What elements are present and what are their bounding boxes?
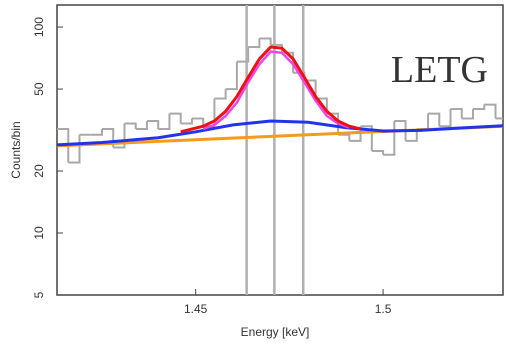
data-bin [360,125,373,152]
y-tick-label: 100 [32,17,46,37]
data-bin [225,61,238,91]
model-line [202,50,350,131]
data-bin [473,104,486,111]
data-bin [461,109,475,120]
data-bin [405,128,418,142]
data-bin [57,127,70,163]
data-bin [158,113,171,130]
data-bin [146,119,160,129]
y-tick-label: 10 [32,226,46,240]
data-bin [259,37,272,45]
annotation: LETG [391,49,488,91]
data-bin [135,120,148,130]
model-line [180,45,361,134]
data-bin [439,109,452,128]
data-bin [203,98,216,128]
y-tick-label: 5 [32,291,46,298]
data-bin [394,119,407,141]
x-tick-label: 1.5 [375,302,392,316]
data-bin [304,79,317,99]
data-bin [428,112,441,127]
data-bin [484,103,497,119]
y-axis-label: Counts/bin [9,121,23,178]
data-bin [124,122,137,129]
data-bin [113,123,126,149]
plot-frame [56,4,504,296]
model-line [56,119,504,147]
y-tick-label: 20 [32,164,46,178]
data-bin [214,89,227,100]
data-bin [450,108,463,119]
data-bin [248,38,261,49]
data-bin [338,133,351,141]
data-bin [169,112,182,124]
data-bin [236,47,250,63]
data-bin [180,118,193,125]
data-bin [383,120,396,156]
data-bin [90,128,103,136]
data-bin [371,150,385,155]
data-bin [191,117,205,127]
data-bin [315,97,328,114]
data-bin [68,134,81,164]
x-tick-label: 1.45 [184,302,208,316]
x-axis-label: Energy [keV] [241,325,310,339]
data-bin [416,113,430,130]
y-tick-label: 50 [32,82,46,96]
